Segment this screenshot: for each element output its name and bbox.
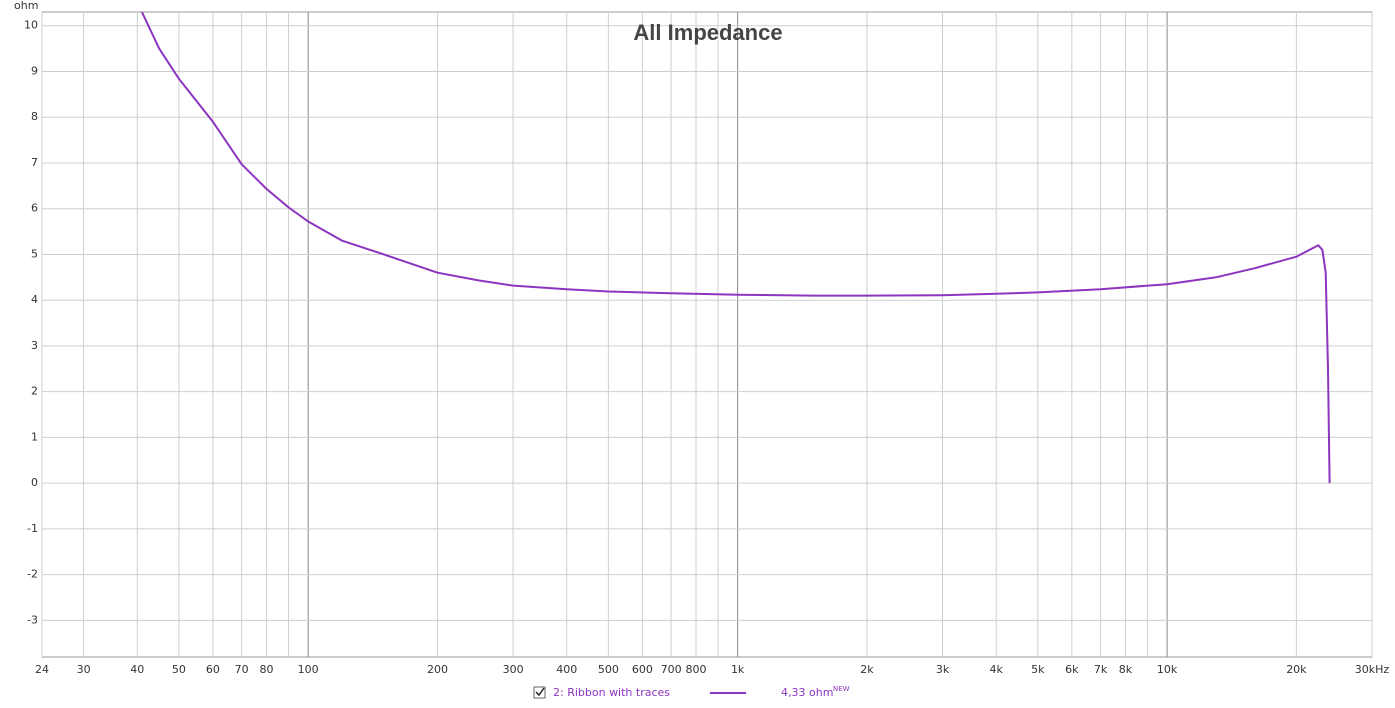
y-tick-label: 5 (31, 247, 38, 260)
x-tick-label: 70 (235, 663, 249, 676)
checkmark (535, 687, 545, 697)
y-tick-label: 2 (31, 385, 38, 398)
y-tick-label: -1 (27, 522, 38, 535)
legend-label: 2: Ribbon with traces (553, 686, 670, 699)
x-tick-label: 6k (1065, 663, 1079, 676)
y-tick-label: 0 (31, 476, 38, 489)
y-tick-label: 7 (31, 156, 38, 169)
x-tick-label: 800 (686, 663, 707, 676)
x-tick-label: 7k (1094, 663, 1108, 676)
x-tick-label: 2k (860, 663, 874, 676)
x-tick-label: 10k (1157, 663, 1178, 676)
x-tick-label: 30kHz (1355, 663, 1390, 676)
y-tick-label: 3 (31, 339, 38, 352)
x-tick-label: 5k (1031, 663, 1045, 676)
y-tick-label: 6 (31, 202, 38, 215)
x-tick-label: 500 (598, 663, 619, 676)
x-tick-label: 700 (661, 663, 682, 676)
y-tick-label: 8 (31, 110, 38, 123)
chart-title: All Impedance (633, 20, 782, 45)
y-tick-label: -2 (27, 568, 38, 581)
x-tick-label: 4k (990, 663, 1004, 676)
x-tick-label: 400 (556, 663, 577, 676)
legend-checkbox[interactable] (533, 686, 546, 699)
legend-value: 4,33 ohm (781, 686, 833, 699)
x-tick-label: 1k (731, 663, 745, 676)
x-tick-label: 40 (130, 663, 144, 676)
x-tick-label: 80 (260, 663, 274, 676)
plot-frame (41, 11, 1373, 658)
legend-tag: NEW (833, 685, 850, 693)
x-tick-label: 3k (936, 663, 950, 676)
x-tick-label: 8k (1119, 663, 1133, 676)
x-tick-label: 24 (35, 663, 49, 676)
x-tick-label: 200 (427, 663, 448, 676)
y-tick-label: -3 (27, 613, 38, 626)
y-axis-label: ohm (14, 0, 38, 12)
y-tick-label: 10 (24, 19, 38, 32)
x-tick-label: 300 (503, 663, 524, 676)
x-tick-label: 50 (172, 663, 186, 676)
y-tick-label: 4 (31, 293, 38, 306)
x-tick-label: 600 (632, 663, 653, 676)
x-tick-label: 30 (77, 663, 91, 676)
x-tick-label: 60 (206, 663, 220, 676)
impedance-curve (140, 12, 1331, 484)
y-tick-label: 9 (31, 64, 38, 77)
x-tick-label: 20k (1286, 663, 1307, 676)
x-tick-label: 100 (298, 663, 319, 676)
y-tick-label: 1 (31, 430, 38, 443)
